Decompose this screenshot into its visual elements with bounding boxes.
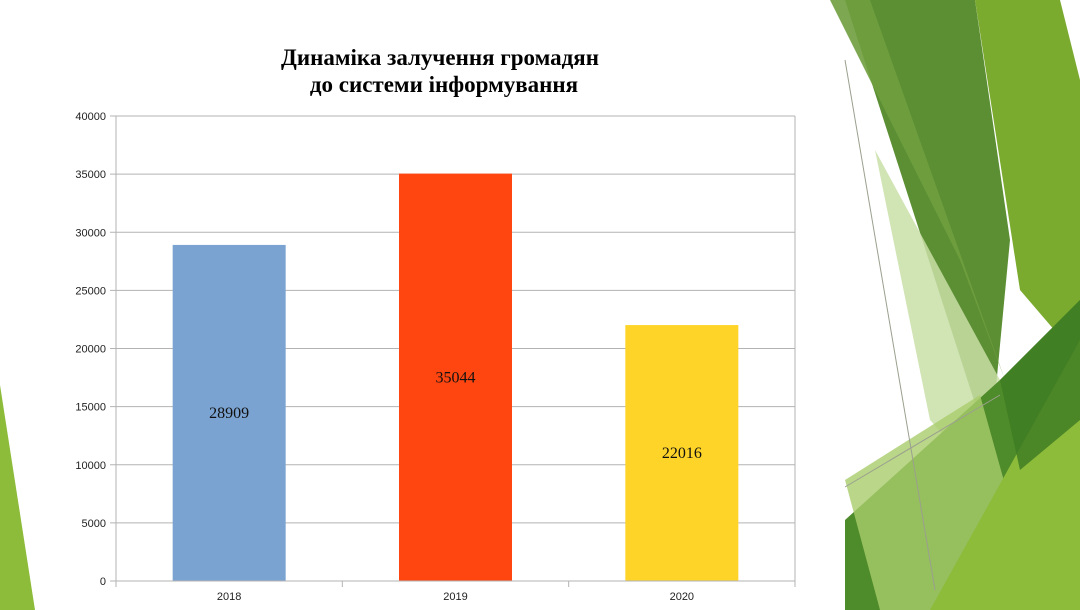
y-tick-label: 5000 — [82, 518, 106, 530]
x-tick-label-2020: 2020 — [670, 591, 694, 603]
right-light-facet — [875, 150, 1000, 470]
chart-title: Динаміка залучення громадян до системи і… — [281, 45, 599, 97]
chart-title-line-2: до системи інформування — [310, 72, 578, 97]
data-labels: 28909 35044 22016 — [209, 369, 702, 462]
bar-2019 — [399, 173, 512, 581]
right-deep-facet — [1000, 300, 1080, 470]
x-tick-label-2018: 2018 — [217, 591, 241, 603]
data-label-2019: 35044 — [436, 369, 476, 386]
x-axis: 2018 2019 2020 — [110, 580, 796, 603]
y-tick-label: 0 — [100, 576, 106, 588]
data-label-2020: 22016 — [662, 445, 702, 462]
right-thin-line-2 — [844, 394, 1001, 488]
y-tick-label: 25000 — [75, 285, 106, 297]
y-tick-label: 35000 — [75, 169, 106, 181]
bars — [172, 173, 739, 582]
y-tick-label: 10000 — [75, 460, 106, 472]
y-tick-label: 40000 — [75, 111, 106, 123]
y-tick-label: 15000 — [75, 402, 106, 414]
bar-2020 — [625, 325, 739, 581]
right-thin-line-1 — [844, 59, 936, 591]
y-tick-label: 30000 — [75, 227, 106, 239]
y-tick-label: 20000 — [75, 344, 106, 356]
bar-2018 — [172, 244, 286, 582]
data-label-2018: 28909 — [209, 405, 249, 422]
left-green-sliver — [0, 385, 35, 610]
x-tick-label-2019: 2019 — [443, 591, 467, 603]
chart-title-line-1: Динаміка залучення громадян — [281, 45, 599, 70]
y-axis: 0 5000 10000 15000 20000 25000 30000 35000 40000 — [75, 111, 117, 588]
right-bright-facet — [975, 0, 1080, 360]
